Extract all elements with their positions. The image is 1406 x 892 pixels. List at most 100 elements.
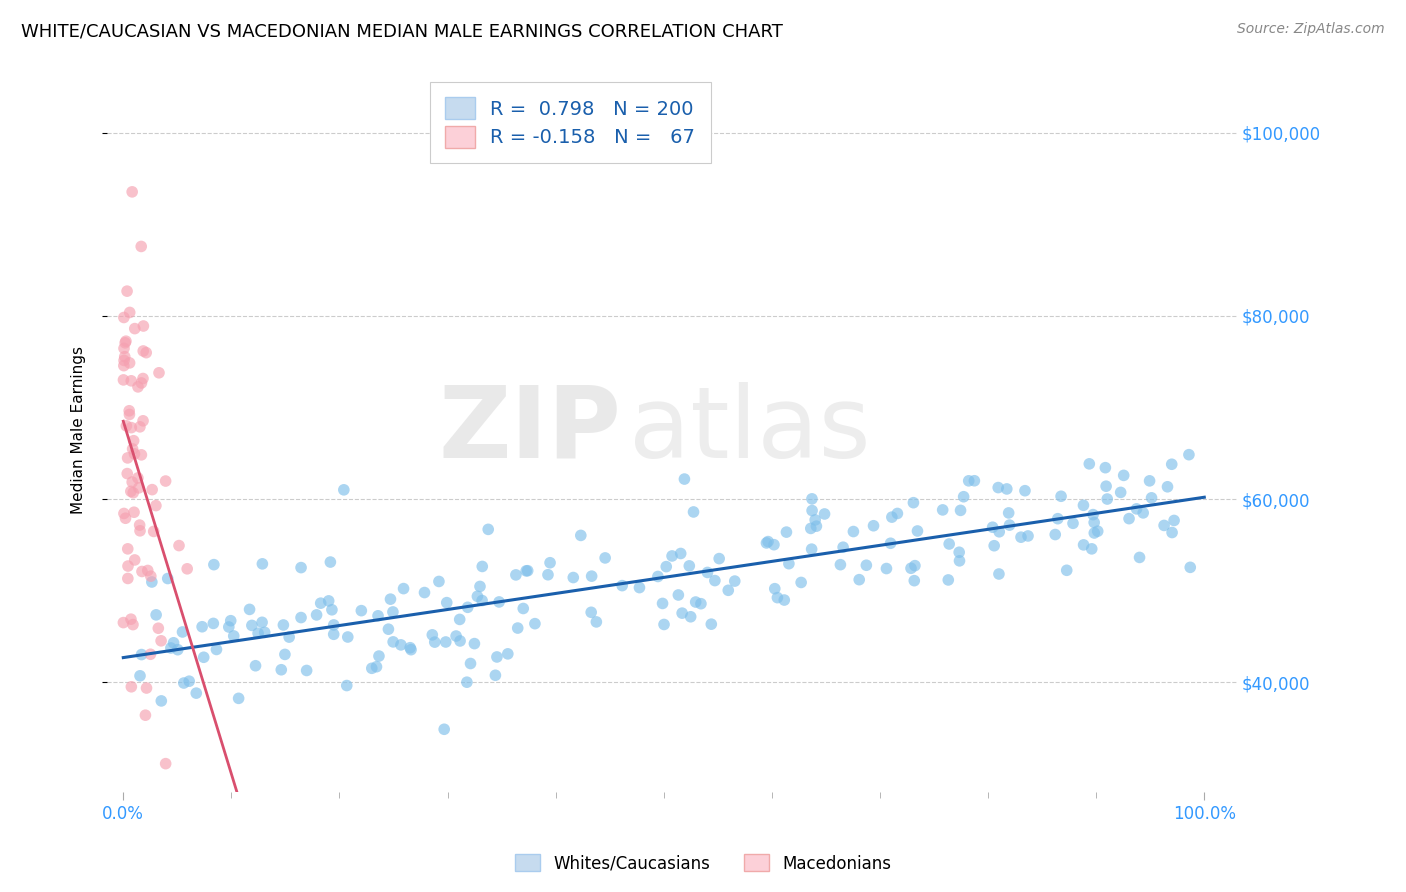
Point bbox=[305, 607, 328, 622]
Point bbox=[875, 561, 897, 575]
Point bbox=[128, 518, 150, 533]
Point bbox=[118, 404, 141, 418]
Point bbox=[496, 647, 519, 661]
Point bbox=[120, 374, 142, 388]
Point bbox=[790, 575, 813, 590]
Point bbox=[449, 634, 471, 648]
Point bbox=[141, 483, 163, 497]
Point bbox=[988, 524, 1011, 539]
Point bbox=[1046, 511, 1069, 525]
Point bbox=[763, 582, 786, 596]
Point bbox=[399, 640, 422, 655]
Point bbox=[427, 574, 450, 589]
Point bbox=[413, 585, 436, 599]
Point bbox=[290, 560, 312, 574]
Point bbox=[724, 574, 747, 588]
Point bbox=[252, 557, 274, 571]
Point bbox=[176, 562, 198, 576]
Point bbox=[166, 642, 188, 657]
Point bbox=[938, 537, 960, 551]
Point bbox=[368, 648, 391, 663]
Point bbox=[120, 484, 142, 499]
Point bbox=[537, 567, 560, 582]
Point bbox=[156, 572, 179, 586]
Point bbox=[900, 561, 922, 575]
Point bbox=[456, 675, 478, 690]
Point bbox=[682, 505, 704, 519]
Point bbox=[579, 605, 602, 619]
Point bbox=[1139, 474, 1161, 488]
Point bbox=[717, 583, 740, 598]
Point bbox=[655, 559, 678, 574]
Point bbox=[319, 555, 342, 569]
Point bbox=[593, 550, 616, 565]
Point bbox=[756, 534, 779, 549]
Point bbox=[122, 434, 145, 448]
Point bbox=[124, 321, 146, 335]
Point bbox=[538, 556, 561, 570]
Point bbox=[222, 629, 245, 643]
Point bbox=[128, 481, 150, 495]
Point bbox=[1078, 457, 1101, 471]
Point bbox=[145, 607, 167, 622]
Point bbox=[115, 418, 138, 433]
Point bbox=[150, 694, 173, 708]
Point bbox=[651, 596, 673, 610]
Point bbox=[139, 569, 162, 583]
Point bbox=[1045, 527, 1067, 541]
Point bbox=[1081, 508, 1104, 522]
Point bbox=[295, 664, 318, 678]
Point bbox=[173, 676, 195, 690]
Point bbox=[949, 503, 972, 517]
Point bbox=[121, 185, 143, 199]
Point bbox=[350, 604, 373, 618]
Point bbox=[278, 630, 301, 644]
Point bbox=[131, 448, 153, 462]
Point bbox=[1118, 511, 1140, 525]
Point bbox=[1083, 526, 1105, 541]
Point bbox=[562, 570, 585, 584]
Point bbox=[436, 596, 458, 610]
Point bbox=[122, 617, 145, 632]
Point bbox=[673, 472, 696, 486]
Point bbox=[139, 647, 162, 661]
Point bbox=[127, 471, 149, 485]
Point bbox=[703, 574, 725, 588]
Point bbox=[112, 359, 135, 373]
Point bbox=[399, 642, 422, 657]
Point bbox=[983, 539, 1005, 553]
Point bbox=[1161, 525, 1184, 540]
Point bbox=[135, 345, 157, 359]
Point bbox=[193, 650, 215, 665]
Point bbox=[380, 592, 402, 607]
Point bbox=[321, 603, 343, 617]
Point bbox=[120, 420, 142, 434]
Point bbox=[460, 657, 482, 671]
Point bbox=[987, 566, 1010, 581]
Point bbox=[118, 356, 141, 370]
Point bbox=[1094, 460, 1116, 475]
Point bbox=[131, 648, 153, 662]
Point bbox=[762, 538, 785, 552]
Point bbox=[679, 609, 702, 624]
Point bbox=[995, 482, 1018, 496]
Point bbox=[112, 342, 135, 356]
Point bbox=[690, 597, 713, 611]
Point bbox=[132, 414, 155, 428]
Point bbox=[1050, 489, 1073, 503]
Point bbox=[612, 579, 634, 593]
Point bbox=[155, 756, 177, 771]
Point bbox=[273, 618, 295, 632]
Point bbox=[129, 524, 152, 538]
Point bbox=[114, 350, 136, 364]
Point bbox=[804, 513, 827, 527]
Point bbox=[848, 573, 870, 587]
Point bbox=[179, 674, 201, 689]
Point bbox=[879, 536, 901, 550]
Point bbox=[132, 343, 155, 358]
Point bbox=[1056, 563, 1078, 577]
Point bbox=[129, 420, 152, 434]
Point bbox=[274, 648, 297, 662]
Point bbox=[1083, 516, 1105, 530]
Point bbox=[240, 618, 263, 632]
